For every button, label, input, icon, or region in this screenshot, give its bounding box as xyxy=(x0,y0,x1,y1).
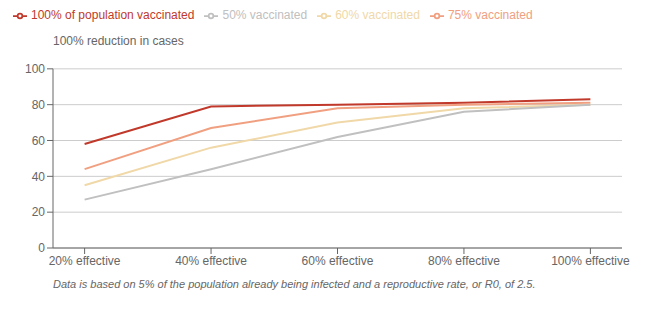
svg-text:20: 20 xyxy=(32,205,46,219)
html-text:100% reduction in cases: 100% reduction in cases xyxy=(53,34,184,48)
html-text:50% vaccinated: 50% vaccinated xyxy=(222,8,308,22)
html-text:75% vaccinated: 75% vaccinated xyxy=(447,8,533,22)
svg-text:40% effective: 40% effective xyxy=(175,254,247,268)
svg-text:80% effective: 80% effective xyxy=(428,254,500,268)
html-text:100% of population vaccinated: 100% of population vaccinated xyxy=(31,8,195,22)
svg-text:60: 60 xyxy=(32,134,46,148)
svg-text:80: 80 xyxy=(32,98,46,112)
svg-text:20% effective: 20% effective xyxy=(49,254,121,268)
svg-text:100% effective: 100% effective xyxy=(551,254,630,268)
html-text:60% vaccinated: 60% vaccinated xyxy=(335,8,420,22)
svg-text:0: 0 xyxy=(38,241,45,255)
html-text:Data is based on 5% of the pop: Data is based on 5% of the population al… xyxy=(53,278,536,290)
svg-text:100: 100 xyxy=(25,62,45,76)
svg-text:60% effective: 60% effective xyxy=(302,254,374,268)
svg-text:40: 40 xyxy=(32,170,46,184)
